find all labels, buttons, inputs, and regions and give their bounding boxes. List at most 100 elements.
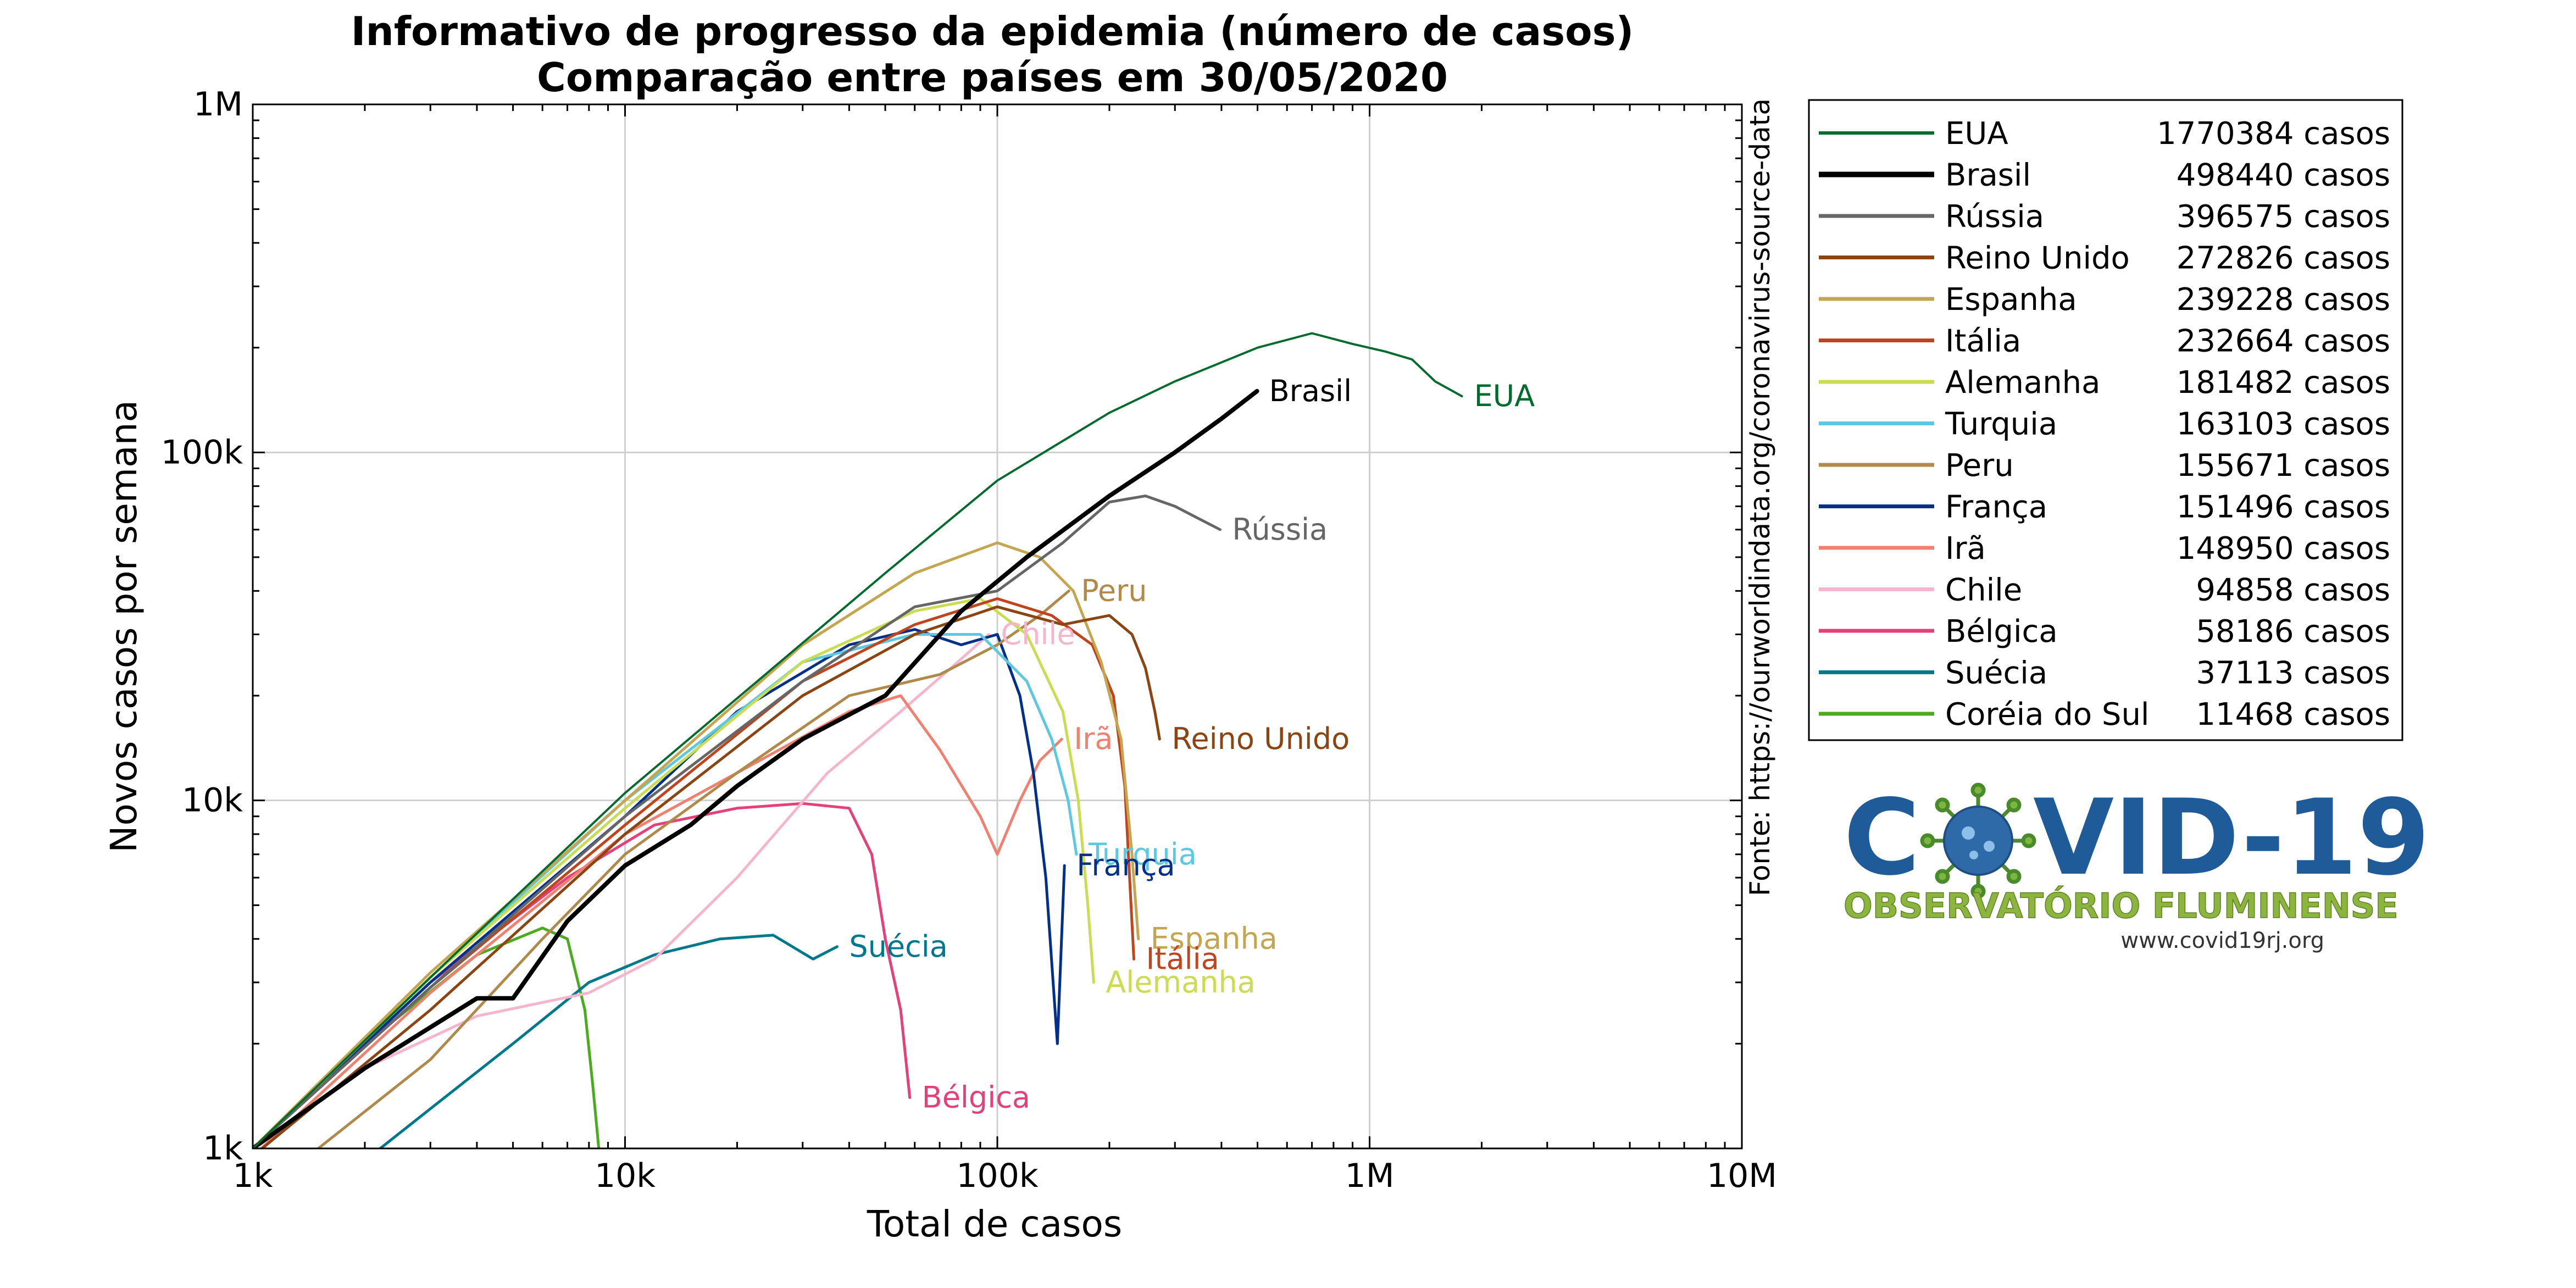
series-line-russia xyxy=(253,495,1222,1148)
legend-item-brasil: Brasil 498440 casos xyxy=(1819,158,2390,193)
logo-text-left: C xyxy=(1844,777,1920,898)
legend-count: 11468 casos xyxy=(2196,697,2390,732)
legend-count: 94858 casos xyxy=(2196,573,2390,608)
y-tick-label: 10k xyxy=(182,781,243,820)
series-line-reino-unido xyxy=(260,605,1161,1148)
legend-item-turquia: Turquia 163103 casos xyxy=(1819,407,2390,442)
end-label-suecia: Suécia xyxy=(849,929,948,964)
legend-name: EUA xyxy=(1945,116,2008,152)
legend-name: Suécia xyxy=(1945,656,2047,691)
plot-frame xyxy=(252,103,1743,1150)
legend-item-franca: França 151496 casos xyxy=(1819,490,2390,525)
logo-url: www.covid19rj.org xyxy=(2120,928,2324,953)
series-line-italia xyxy=(253,597,1135,1148)
end-label-italia: Itália xyxy=(1146,941,1219,976)
end-label-alemanha: Alemanha xyxy=(1106,965,1255,1000)
legend-item-ira: Irã 148950 casos xyxy=(1819,531,2390,567)
legend-name: Coréia do Sul xyxy=(1945,697,2150,732)
legend-name: Espanha xyxy=(1945,282,2077,318)
legend-item-italia: Itália 232664 casos xyxy=(1819,324,2390,359)
legend-name: Bélgica xyxy=(1945,614,2058,649)
x-tick-label: 1M xyxy=(1345,1157,1395,1195)
legend-item-eua: EUA 1770384 casos xyxy=(1819,116,2390,152)
end-label-brasil: Brasil xyxy=(1269,374,1352,408)
legend-item-alemanha: Alemanha 181482 casos xyxy=(1819,365,2390,401)
legend-name: França xyxy=(1945,490,2047,525)
x-tick-label: 1k xyxy=(233,1157,273,1195)
chart-title: Informativo de progresso da epidemia (nú… xyxy=(351,8,1634,54)
y-tick-label: 1M xyxy=(193,85,243,124)
series-layer xyxy=(253,332,1463,1148)
legend-count: 155671 casos xyxy=(2177,448,2390,484)
end-label-russia: Rússia xyxy=(1232,512,1328,547)
x-tick-label: 100k xyxy=(956,1157,1039,1195)
legend: EUA 1770384 casos Brasil 498440 casos Rússia… xyxy=(1808,99,2403,741)
y-tick-label: 100k xyxy=(161,433,243,471)
legend-count: 232664 casos xyxy=(2177,324,2390,359)
legend-name: Reino Unido xyxy=(1945,241,2130,276)
grid xyxy=(252,103,1743,1150)
series-line-peru xyxy=(317,589,1070,1148)
legend-name: Alemanha xyxy=(1945,365,2101,401)
end-label-franca: França xyxy=(1076,848,1175,882)
end-labels: EUA Brasil Rússia Reino Unido EspanhaItáliaA… xyxy=(849,374,1535,1115)
end-label-reino-unido: Reino Unido xyxy=(1172,721,1350,756)
series-line-alemanha xyxy=(253,597,1095,1148)
legend-box xyxy=(1808,99,2403,741)
end-label-turquia: Turquia xyxy=(1088,837,1197,871)
end-label-ira: Irã xyxy=(1074,721,1113,756)
legend-item-russia: Rússia 396575 casos xyxy=(1819,199,2390,235)
series-line-chile xyxy=(253,633,990,1148)
end-label-peru: Peru xyxy=(1081,573,1147,608)
legend-item-coreia-do-sul: Coréia do Sul 11468 casos xyxy=(1819,697,2390,732)
legend-count: 151496 casos xyxy=(2177,490,2390,525)
end-label-chile: Chile xyxy=(1001,617,1075,651)
legend-count: 396575 casos xyxy=(2177,199,2390,235)
logo-text-right: VID-19 xyxy=(2033,777,2430,898)
legend-item-suecia: Suécia 37113 casos xyxy=(1819,656,2390,691)
legend-count: 37113 casos xyxy=(2196,656,2390,691)
legend-item-belgica: Bélgica 58186 casos xyxy=(1819,614,2390,649)
coronavirus-icon xyxy=(1920,782,2036,899)
y-tick-labels: 1k 10k 100k 1M xyxy=(161,85,243,1168)
y-axis-label: Novos casos por semana xyxy=(103,400,145,853)
legend-count: 498440 casos xyxy=(2177,158,2390,193)
legend-count: 163103 casos xyxy=(2177,407,2390,442)
legend-name: Brasil xyxy=(1945,158,2031,193)
legend-item-chile: Chile 94858 casos xyxy=(1819,573,2390,608)
y-tick-label: 1k xyxy=(203,1129,243,1168)
end-label-belgica: Bélgica xyxy=(922,1080,1030,1114)
x-tick-labels: 1k 10k 100k 1M 10M xyxy=(233,1157,1778,1195)
legend-name: Itália xyxy=(1945,324,2021,359)
legend-count: 58186 casos xyxy=(2196,614,2390,649)
legend-count: 148950 casos xyxy=(2177,531,2390,567)
minor-ticks xyxy=(252,104,1742,1150)
legend-name: Rússia xyxy=(1945,199,2044,235)
series-line-franca xyxy=(253,628,1066,1148)
x-axis-label: Total de casos xyxy=(867,1203,1122,1245)
x-tick-label: 10k xyxy=(595,1157,656,1195)
source-note: Fonte: https://ourworldindata.org/corona… xyxy=(1744,98,1776,896)
series-line-ira xyxy=(259,694,1063,1148)
chart-subtitle: Comparação entre países em 30/05/2020 xyxy=(537,54,1448,101)
end-label-espanha: Espanha xyxy=(1151,921,1278,956)
series-line-espanha xyxy=(253,541,1140,1148)
legend-item-reino-unido: Reino Unido 272826 casos xyxy=(1819,241,2390,276)
legend-name: Irã xyxy=(1945,531,1986,567)
legend-count: 181482 casos xyxy=(2177,365,2390,401)
covid19-logo: C xyxy=(1843,777,2430,953)
series-line-eua xyxy=(253,332,1463,1148)
x-tick-label: 10M xyxy=(1707,1157,1777,1195)
series-line-turquia xyxy=(253,633,1078,1148)
series-line-coreia-do-sul xyxy=(253,926,601,1148)
legend-count: 272826 casos xyxy=(2177,241,2390,276)
logo-subtitle: OBSERVATÓRIO FLUMINENSE xyxy=(1844,886,2399,926)
legend-name: Peru xyxy=(1945,448,2014,484)
series-line-brasil xyxy=(253,388,1259,1148)
legend-name: Turquia xyxy=(1945,407,2057,442)
legend-count: 1770384 casos xyxy=(2157,116,2390,152)
legend-item-peru: Peru 155671 casos xyxy=(1819,448,2390,484)
legend-item-espanha: Espanha 239228 casos xyxy=(1819,282,2390,318)
legend-name: Chile xyxy=(1945,573,2022,608)
